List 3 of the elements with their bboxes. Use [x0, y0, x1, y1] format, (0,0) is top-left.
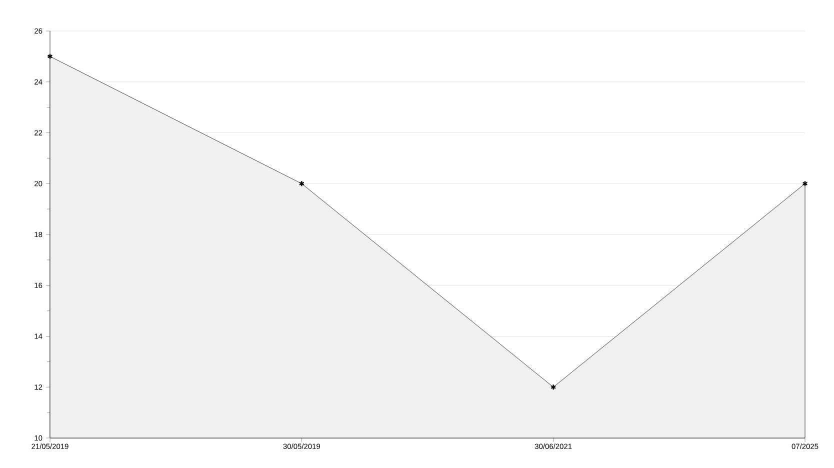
- point: [298, 180, 304, 187]
- point: [550, 384, 556, 390]
- point: [802, 180, 808, 187]
